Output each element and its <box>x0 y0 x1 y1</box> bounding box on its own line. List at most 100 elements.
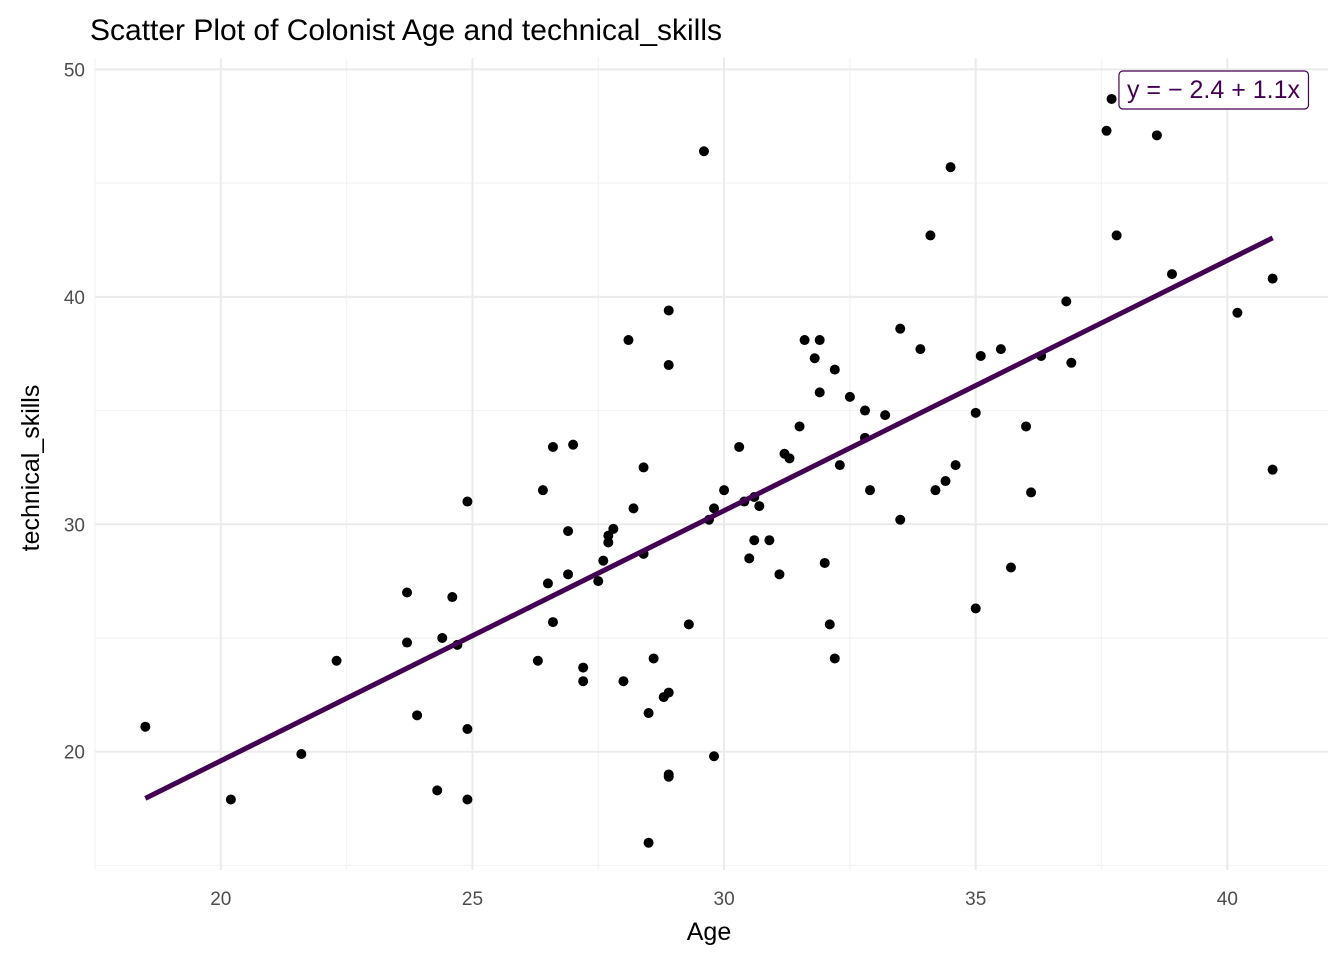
data-point <box>799 335 810 346</box>
data-point <box>462 723 473 734</box>
data-point <box>437 633 448 643</box>
x-axis-title: Age <box>687 918 731 946</box>
data-point <box>950 460 961 471</box>
data-point <box>834 460 845 471</box>
data-point <box>593 576 604 587</box>
y-tick-label: 20 <box>64 743 85 764</box>
data-point <box>1026 487 1037 498</box>
data-point <box>698 146 709 157</box>
data-point <box>1166 269 1177 280</box>
data-point <box>648 653 659 664</box>
data-point <box>925 230 936 241</box>
data-point <box>663 360 674 371</box>
data-point <box>859 405 870 416</box>
data-point <box>462 496 473 507</box>
equation-box <box>1118 70 1310 110</box>
data-point <box>1061 296 1072 307</box>
data-point <box>402 637 413 648</box>
data-point <box>402 587 413 598</box>
data-point <box>970 603 981 614</box>
data-point <box>940 476 951 487</box>
y-tick-label: 40 <box>64 288 85 309</box>
x-tick-label: 25 <box>462 889 483 910</box>
data-point <box>598 555 609 566</box>
chart-title: Scatter Plot of Colonist Age and technic… <box>90 14 722 47</box>
data-point <box>638 462 649 473</box>
data-point <box>744 553 755 564</box>
data-point <box>628 503 639 514</box>
data-point <box>563 526 574 537</box>
data-point <box>1101 125 1112 136</box>
data-point <box>880 410 891 421</box>
data-point <box>734 441 745 452</box>
data-point <box>975 350 986 361</box>
data-point <box>809 353 820 364</box>
data-point <box>547 441 558 452</box>
data-point <box>623 335 634 346</box>
data-point <box>844 391 855 402</box>
data-point <box>462 794 473 805</box>
data-point <box>1151 130 1162 141</box>
data-point <box>1021 421 1032 432</box>
tick-labels: 20 25 30 35 40 20 30 40 50 <box>64 60 1238 910</box>
data-point <box>915 344 926 355</box>
data-point <box>1267 464 1278 475</box>
data-point <box>814 387 825 398</box>
data-point <box>140 721 151 732</box>
data-point <box>542 578 553 589</box>
data-point <box>774 569 785 580</box>
data-point <box>709 751 720 762</box>
data-point <box>719 485 730 496</box>
data-point <box>895 323 906 334</box>
data-point <box>970 407 981 418</box>
data-point <box>643 708 654 719</box>
data-point <box>784 453 795 464</box>
data-point <box>1111 230 1122 241</box>
data-point <box>829 653 840 664</box>
grid <box>94 58 1328 870</box>
data-point <box>824 619 835 630</box>
data-point <box>578 676 589 687</box>
data-point <box>447 592 458 603</box>
data-point <box>865 485 876 496</box>
data-point <box>1066 357 1077 368</box>
data-point <box>432 785 443 796</box>
data-point <box>537 485 548 496</box>
data-point <box>1005 562 1016 573</box>
y-tick-label: 50 <box>64 60 85 81</box>
data-point <box>663 305 674 316</box>
data-point <box>532 655 543 666</box>
data-point <box>563 569 574 580</box>
data-point <box>709 503 720 514</box>
data-point <box>1267 273 1278 284</box>
equation-text: y = − 2.4 + 1.1x <box>1127 76 1301 104</box>
data-point <box>895 514 906 525</box>
data-point <box>814 335 825 346</box>
data-points <box>140 93 1278 848</box>
x-tick-label: 35 <box>965 889 986 910</box>
data-point <box>945 162 956 173</box>
data-point <box>829 364 840 375</box>
data-point <box>930 485 941 496</box>
data-point <box>995 344 1006 355</box>
data-point <box>683 619 694 630</box>
regression-line <box>144 235 1274 801</box>
equation-label: y = − 2.4 + 1.1x <box>1118 70 1310 110</box>
y-axis-title: technical_skills <box>17 385 45 552</box>
data-point <box>1106 93 1117 104</box>
data-point <box>663 769 674 780</box>
x-tick-label: 40 <box>1217 889 1238 910</box>
data-point <box>547 617 558 628</box>
data-point <box>764 535 775 546</box>
data-point <box>608 523 619 534</box>
data-point <box>618 676 629 687</box>
data-point <box>225 794 236 805</box>
data-point <box>663 687 674 698</box>
data-point <box>754 501 765 512</box>
data-point <box>568 439 579 450</box>
data-point <box>296 749 307 759</box>
data-point <box>331 655 342 666</box>
data-point <box>603 530 614 541</box>
